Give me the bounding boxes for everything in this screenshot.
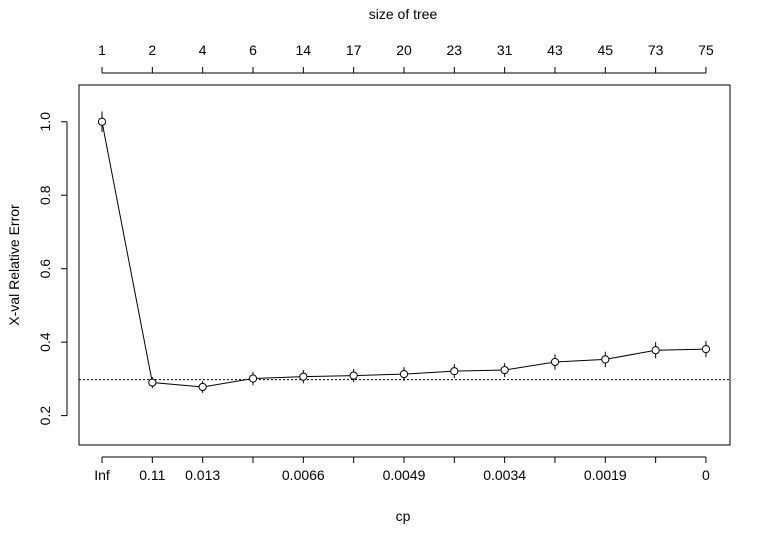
top-tick-label: 20 <box>396 42 412 58</box>
bottom-tick-label: 0.0066 <box>282 467 325 483</box>
data-point <box>97 117 107 126</box>
series-line <box>101 121 706 388</box>
top-tick-label: 31 <box>497 42 513 58</box>
y-tick-label: 0.8 <box>37 185 53 205</box>
data-point <box>550 357 560 367</box>
data-point <box>248 374 258 383</box>
bottom-tick-label: 0 <box>702 467 710 483</box>
series-layer <box>97 111 711 393</box>
data-point <box>450 367 459 376</box>
data-point <box>701 345 711 354</box>
top-axis-title: size of tree <box>369 6 438 22</box>
bottom-tick-label: 0.0019 <box>584 467 627 483</box>
top-tick-label: 14 <box>296 42 312 58</box>
top-tick-label: 23 <box>447 42 463 58</box>
top-tick-label: 1 <box>98 42 106 58</box>
y-tick-label: 0.2 <box>37 406 53 426</box>
data-point <box>198 382 207 392</box>
y-tick-label: 1.0 <box>37 112 53 132</box>
top-tick-label: 17 <box>346 42 362 58</box>
plot-box <box>78 84 731 446</box>
top-axis: 1 2 4 6 14 17 20 23 31 43 45 73 75 <box>98 42 714 74</box>
data-point <box>299 372 308 381</box>
data-point <box>601 355 610 364</box>
bottom-tick-label: 0.11 <box>139 467 165 483</box>
data-point <box>349 371 358 380</box>
data-point <box>399 370 409 379</box>
left-axis: 0.2 0.4 0.6 0.8 1.0 <box>37 112 68 426</box>
bottom-tick-label: 0.0034 <box>483 467 526 483</box>
y-tick-label: 0.6 <box>37 259 53 279</box>
data-point <box>500 365 509 375</box>
y-axis-title: X-val Relative Error <box>6 204 22 326</box>
top-tick-label: 4 <box>199 42 207 58</box>
bottom-axis: Inf 0.11 0.013 0.0066 0.0049 0.0034 0.0019 0 <box>94 456 710 483</box>
top-tick-label: 75 <box>698 42 714 58</box>
top-tick-label: 43 <box>547 42 563 58</box>
data-point <box>651 346 660 355</box>
data-point <box>148 378 157 387</box>
y-tick-label: 0.4 <box>37 332 53 352</box>
top-tick-label: 45 <box>598 42 614 58</box>
top-tick-label: 6 <box>249 42 257 58</box>
bottom-tick-label: 0.013 <box>185 467 220 483</box>
bottom-tick-label: Inf <box>94 467 110 483</box>
bottom-tick-label: 0.0049 <box>383 467 426 483</box>
x-axis-title: cp <box>396 508 411 524</box>
top-tick-label: 2 <box>148 42 156 58</box>
top-tick-label: 73 <box>648 42 664 58</box>
